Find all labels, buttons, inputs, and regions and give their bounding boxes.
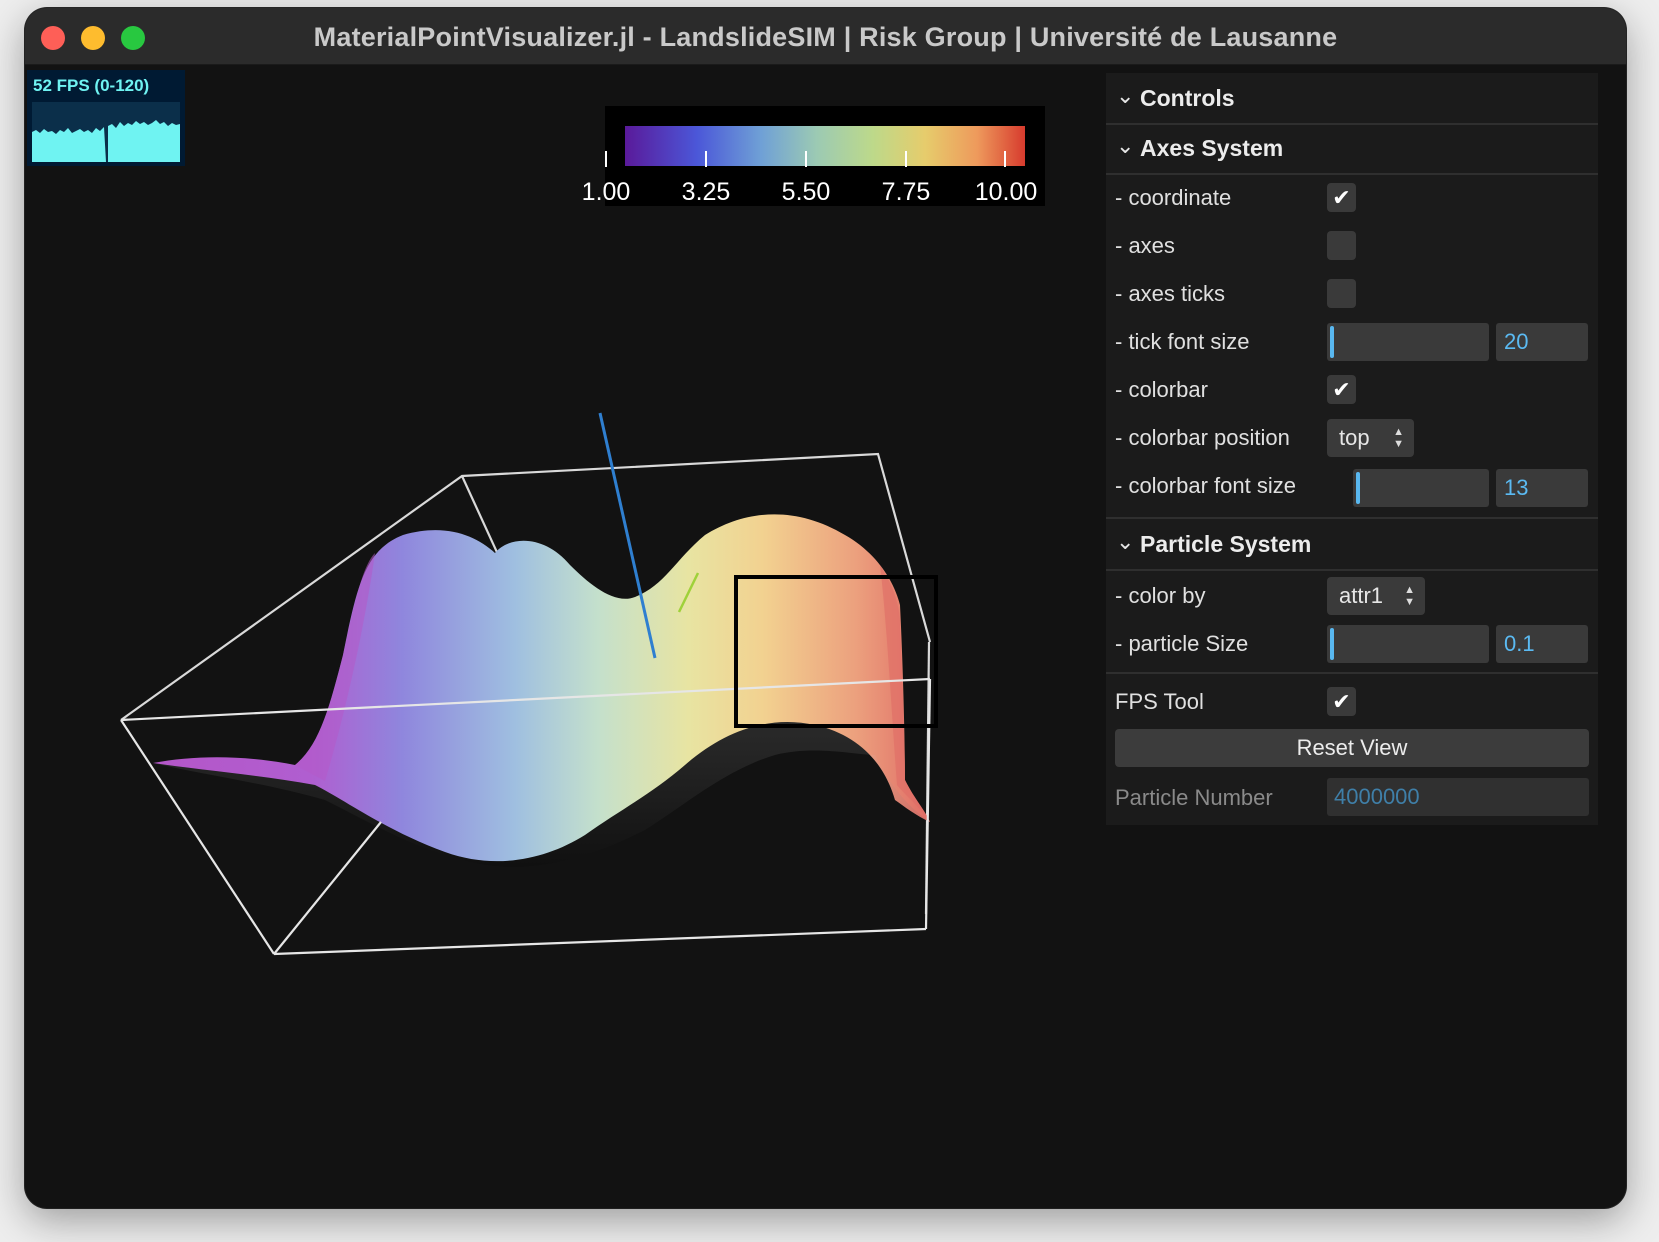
tick-font-size-slider[interactable] (1327, 323, 1489, 361)
colorbar: 1.00 3.25 5.50 7.75 10.00 (582, 106, 1045, 206)
colorbar-font-size-input[interactable]: 13 (1496, 469, 1588, 507)
selection-rectangle[interactable] (734, 575, 938, 728)
checkmark-icon: ✔ (1332, 689, 1351, 714)
divider (1106, 517, 1598, 519)
controls-header[interactable]: ⌄ Controls (1106, 73, 1598, 125)
colorbar-position-value: top (1339, 425, 1370, 450)
controls-panel: ⌄ Controls ⌄ Axes System - coordinate ✔ … (1106, 73, 1598, 825)
close-window-button[interactable] (41, 26, 65, 50)
3d-viewport[interactable] (25, 65, 1110, 1208)
tick-font-size-input[interactable]: 20 (1496, 323, 1588, 361)
chevron-down-icon: ⌄ (1116, 83, 1135, 108)
divider (1106, 672, 1598, 674)
slider-knob[interactable] (1330, 326, 1334, 358)
fps-tool-label: FPS Tool (1115, 689, 1204, 714)
slider-knob[interactable] (1356, 472, 1360, 504)
fps-tool-checkbox[interactable]: ✔ (1327, 687, 1356, 716)
colorbar-checkbox[interactable]: ✔ (1327, 375, 1356, 404)
fps-graph (32, 102, 180, 162)
slider-knob[interactable] (1330, 628, 1334, 660)
updown-arrows-icon: ▲ ▼ (1404, 584, 1415, 608)
colorbar-tick (905, 151, 907, 167)
colorbar-tick-label: 5.50 (781, 178, 831, 206)
bounding-box-front (120, 677, 932, 956)
particle-size-input[interactable]: 0.1 (1496, 625, 1588, 663)
coordinate-axes (598, 412, 700, 659)
colorbar-tick-label: 3.25 (681, 178, 731, 206)
particle-size-slider[interactable] (1327, 625, 1489, 663)
fps-monitor: 52 FPS (0-120) (27, 70, 185, 166)
axes-ticks-checkbox[interactable] (1327, 279, 1356, 308)
zoom-window-button[interactable] (121, 26, 145, 50)
color-by-select[interactable]: attr1 ▲ ▼ (1327, 577, 1425, 615)
colorbar-tick (605, 151, 607, 167)
colorbar-font-size-label: - colorbar font size (1115, 473, 1296, 498)
coordinate-checkbox[interactable]: ✔ (1327, 183, 1356, 212)
updown-arrows-icon: ▲ ▼ (1393, 426, 1404, 450)
colorbar-tick (805, 151, 807, 167)
particle-system-header[interactable]: ⌄ Particle System (1106, 519, 1598, 571)
colorbar-label: - colorbar (1115, 377, 1208, 402)
axes-ticks-label: - axes ticks (1115, 281, 1226, 306)
coordinate-label: - coordinate (1115, 185, 1232, 210)
chevron-down-icon: ⌄ (1116, 529, 1135, 554)
axes-checkbox[interactable] (1327, 231, 1356, 260)
colorbar-tick-label: 7.75 (881, 178, 931, 206)
colorbar-gradient (625, 126, 1025, 166)
window-title: MaterialPointVisualizer.jl - LandslideSI… (313, 22, 1338, 52)
title-bar: MaterialPointVisualizer.jl - LandslideSI… (25, 8, 1626, 65)
particle-number-label: Particle Number (1115, 785, 1273, 810)
particle-size-label: - particle Size (1115, 631, 1249, 656)
scene-canvas[interactable] (25, 65, 1110, 1208)
colorbar-position-label: - colorbar position (1115, 425, 1290, 450)
reset-view-button[interactable]: Reset View (1115, 729, 1589, 767)
checkmark-icon: ✔ (1332, 377, 1351, 402)
colorbar-tick (705, 151, 707, 167)
axes-system-title: Axes System (1140, 135, 1284, 161)
checkmark-icon: ✔ (1332, 185, 1351, 210)
tick-font-size-label: - tick font size (1115, 329, 1250, 354)
colorbar-tick-label: 1.00 (581, 178, 631, 206)
controls-title: Controls (1140, 85, 1235, 111)
fps-label: 52 FPS (0-120) (33, 76, 150, 95)
colorbar-position-select[interactable]: top ▲ ▼ (1327, 419, 1414, 457)
color-by-label: - color by (1115, 583, 1206, 608)
colorbar-tick-label: 10.00 (974, 178, 1038, 206)
color-by-value: attr1 (1339, 583, 1384, 608)
axes-label: - axes (1115, 233, 1175, 258)
chevron-down-icon: ⌄ (1116, 133, 1135, 158)
minimize-window-button[interactable] (81, 26, 105, 50)
particle-system-title: Particle System (1140, 531, 1312, 557)
axes-system-header[interactable]: ⌄ Axes System (1106, 123, 1598, 175)
particle-number-field: 4000000 (1327, 778, 1589, 816)
colorbar-font-size-slider[interactable] (1353, 469, 1489, 507)
app-window: MaterialPointVisualizer.jl - LandslideSI… (25, 8, 1626, 1208)
surface-mesh (153, 514, 930, 867)
colorbar-tick (1004, 151, 1006, 167)
